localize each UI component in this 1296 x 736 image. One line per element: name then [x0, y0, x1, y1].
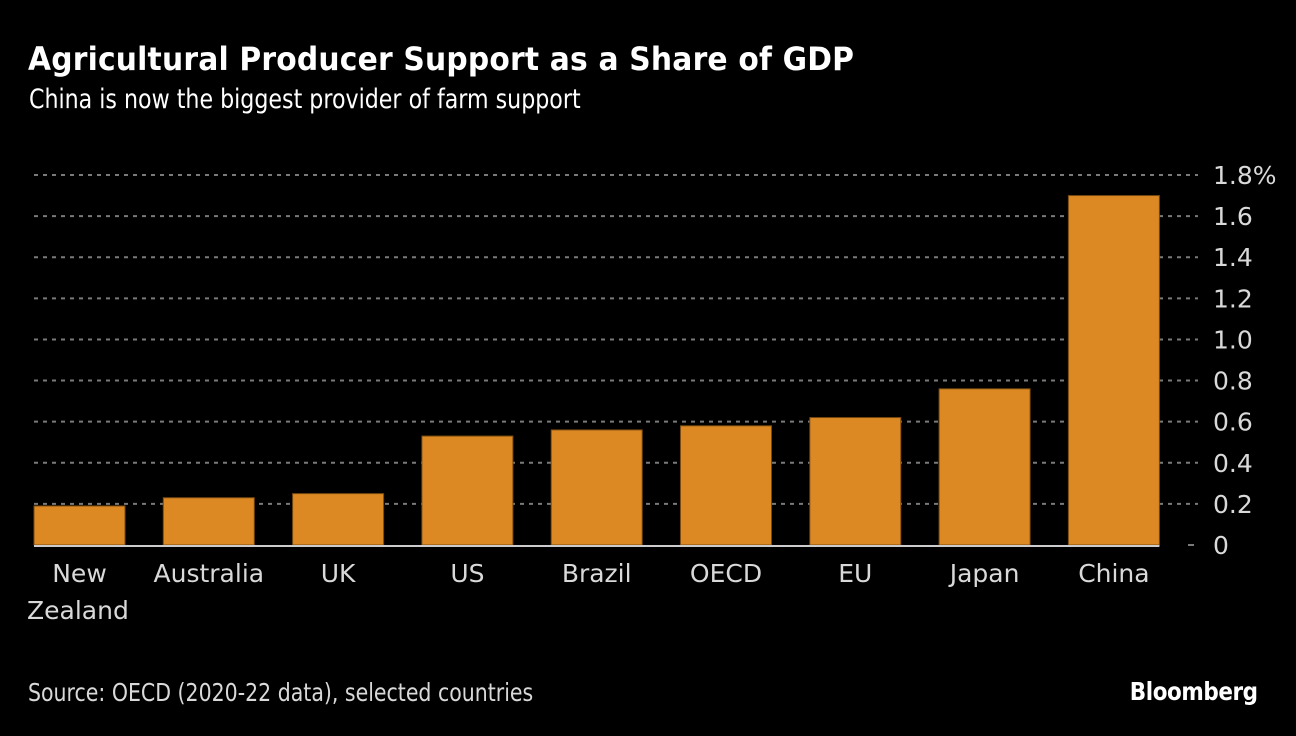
x-tick-label: EU [838, 559, 872, 588]
bar-eu [809, 417, 902, 546]
y-tick-label: 1.8% [1213, 161, 1277, 190]
y-tick-label: 0.2 [1213, 490, 1253, 519]
bar-oecd [680, 425, 772, 546]
x-tick-label: New [52, 559, 107, 588]
x-axis-labels: New Zealand Australia UK US Brazil OECD EU Japan… [27, 559, 1150, 625]
source-note: Source: OECD (2020-22 data), selected co… [28, 678, 534, 707]
gridlines [34, 174, 1198, 546]
bars [33, 195, 1160, 546]
x-tick-label: Zealand [27, 596, 129, 625]
x-tick-label: Australia [154, 559, 265, 588]
bar-us [421, 435, 514, 546]
x-tick-label: OECD [690, 559, 762, 588]
chart-subtitle: China is now the biggest provider of far… [29, 84, 581, 115]
y-tick-label: 0.4 [1213, 449, 1253, 478]
bar-uk [292, 493, 385, 546]
bar-japan [938, 388, 1031, 546]
x-tick-label: UK [321, 559, 356, 588]
y-axis-ticks: 0 0.2 0.4 0.6 0.8 1.0 1.2 1.4 1.6 1.8% [1213, 161, 1277, 560]
y-tick-label: 0.8 [1213, 367, 1253, 396]
y-tick-label: 1.6 [1213, 202, 1253, 231]
y-tick-label: 1.4 [1213, 243, 1253, 272]
y-tick-label: 1.2 [1213, 284, 1253, 313]
bar-new-zealand [33, 505, 126, 546]
bar-brazil [550, 429, 643, 546]
x-tick-label: US [450, 559, 484, 588]
x-tick-label: China [1078, 559, 1149, 588]
bloomberg-logo: Bloomberg [1130, 677, 1258, 706]
x-tick-label: Japan [948, 559, 1020, 588]
y-tick-label: 0.6 [1213, 408, 1253, 437]
bar-china [1067, 195, 1160, 546]
y-tick-label: 1.0 [1213, 325, 1253, 354]
chart-title: Agricultural Producer Support as a Share… [28, 40, 855, 78]
y-tick-label: 0 [1213, 531, 1229, 560]
bar-australia [162, 497, 255, 546]
x-tick-label: Brazil [562, 559, 632, 588]
